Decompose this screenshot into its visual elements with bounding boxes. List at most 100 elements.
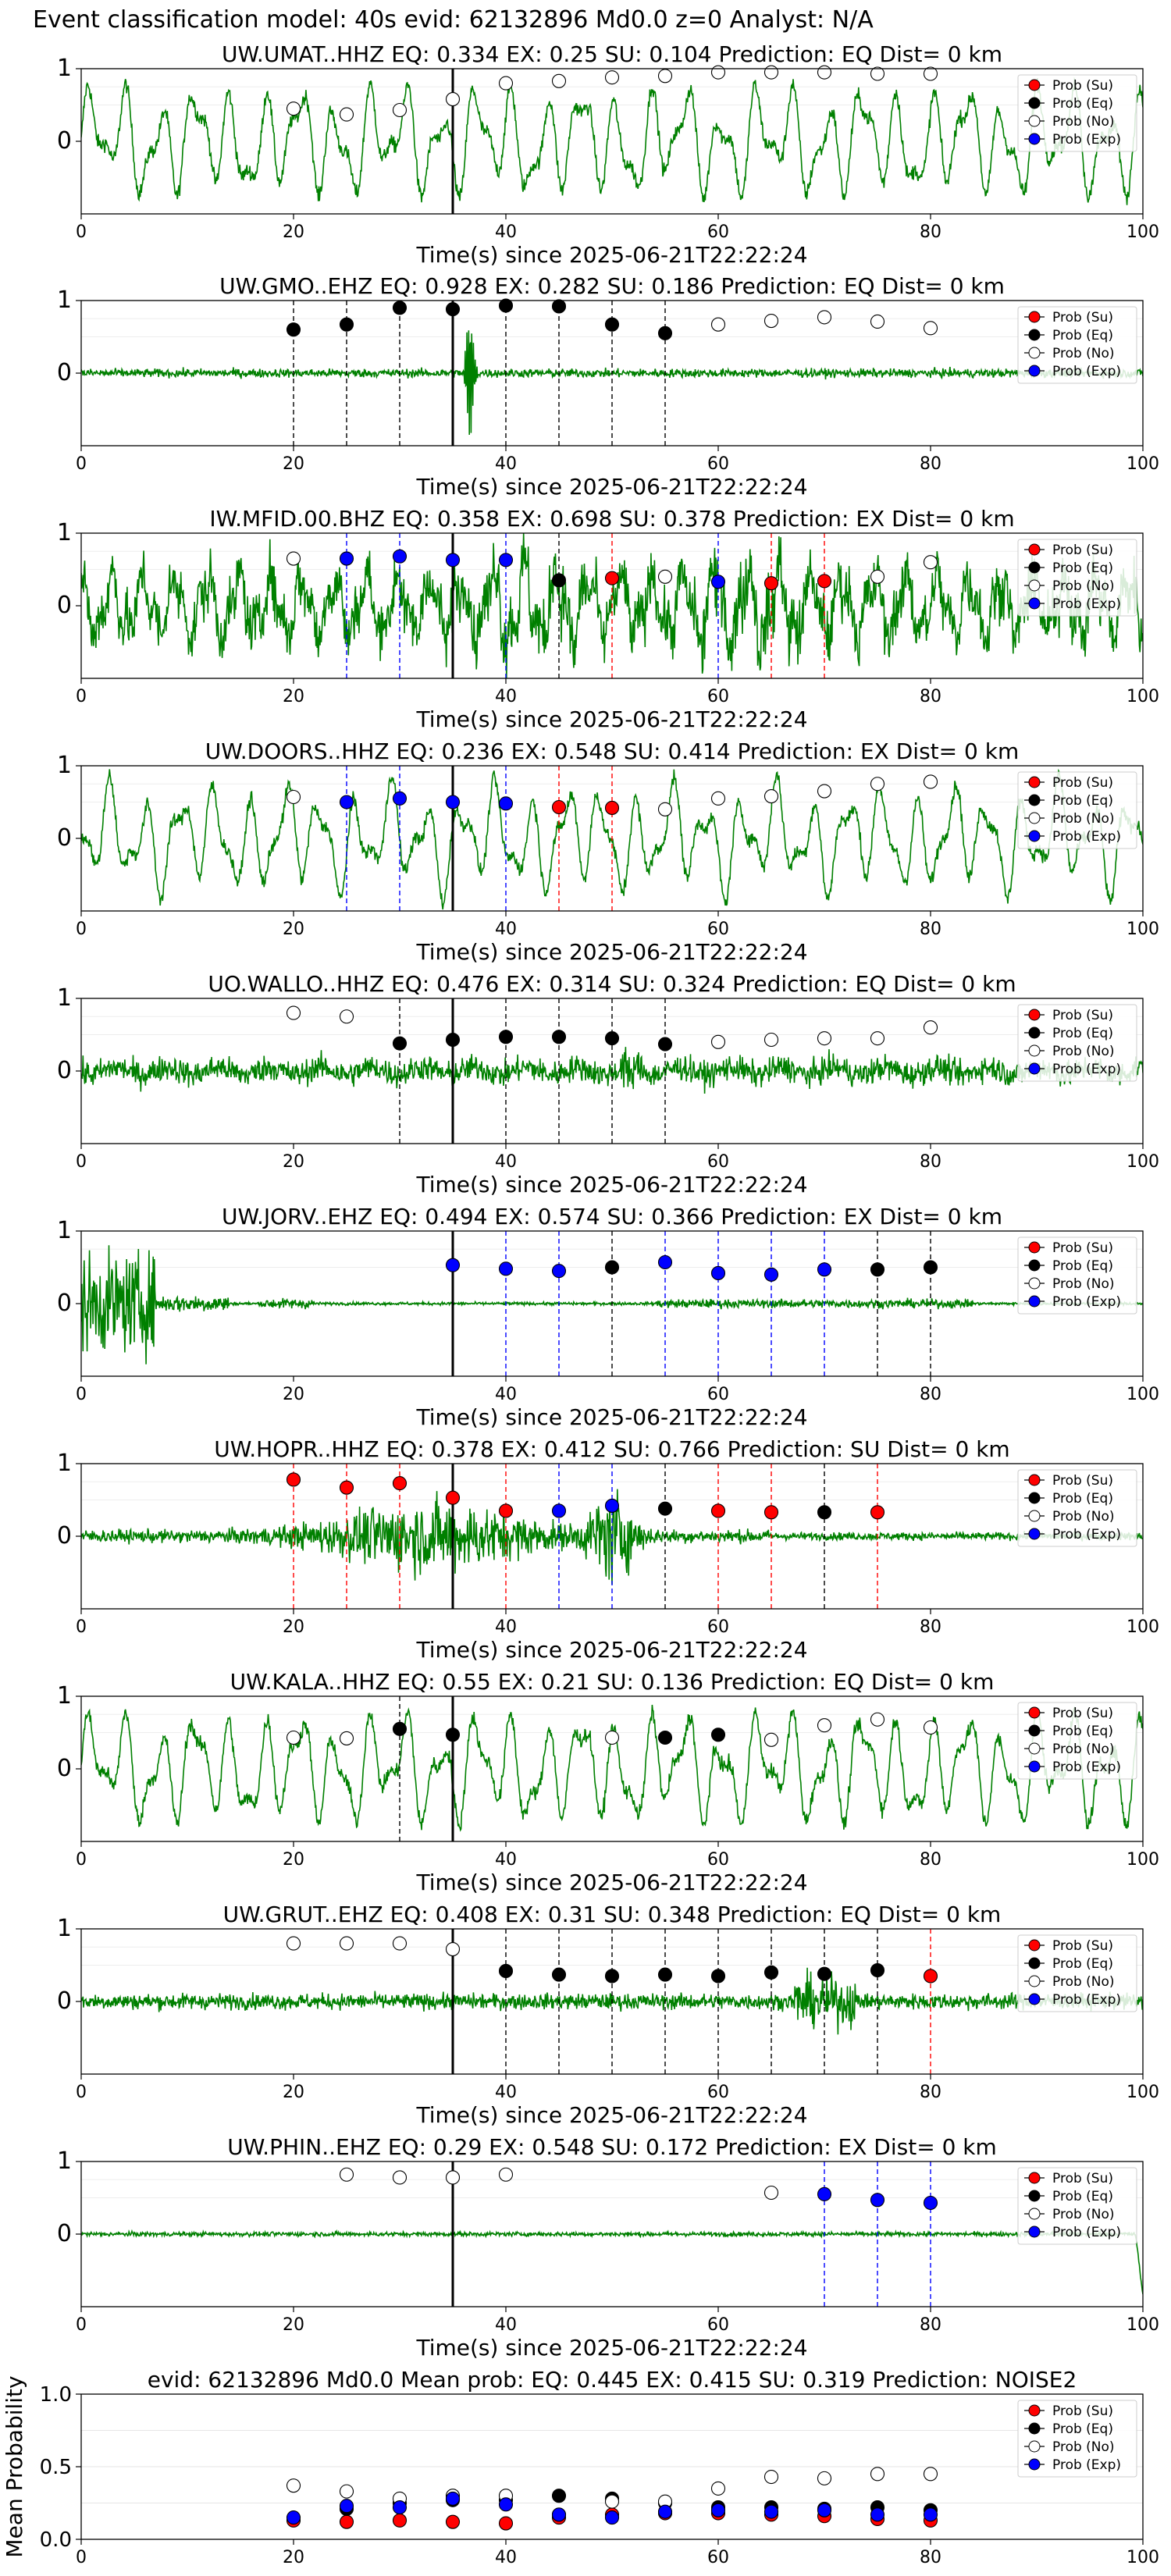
panel-title: UW.KALA..HHZ EQ: 0.55 EX: 0.21 SU: 0.136…	[230, 1669, 995, 1695]
prob-marker-eq	[551, 1030, 567, 1044]
x-tick-label: 80	[920, 1385, 941, 1404]
x-tick-label: 40	[495, 2315, 517, 2335]
legend-label-exp: Prob (Exp)	[1052, 364, 1121, 379]
legend-marker-no	[1028, 347, 1041, 359]
x-tick-label: 0	[76, 687, 87, 706]
prob-marker-exp	[923, 2507, 938, 2522]
prob-marker-no	[817, 1031, 832, 1046]
x-tick-label: 0	[76, 2083, 87, 2102]
legend-label-eq: Prob (Eq)	[1052, 96, 1113, 112]
prob-marker-eq	[551, 2489, 567, 2503]
prob-marker-no	[286, 1936, 301, 1951]
prob-marker-no	[870, 569, 885, 584]
prob-marker-su	[604, 571, 620, 585]
x-tick-label: 60	[707, 1152, 729, 1172]
x-tick-label: 100	[1127, 1152, 1159, 1172]
prob-marker-no	[657, 802, 673, 817]
legend-marker-su	[1028, 543, 1041, 556]
prob-marker-no	[923, 774, 938, 789]
prob-marker-no	[710, 2481, 726, 2496]
x-tick-label: 80	[920, 2548, 941, 2567]
panel-title: UW.GRUT..EHZ EQ: 0.408 EX: 0.31 SU: 0.34…	[223, 1902, 1002, 1927]
prob-marker-no	[710, 65, 726, 80]
panel-title: UW.HOPR..HHZ EQ: 0.378 EX: 0.412 SU: 0.7…	[214, 1436, 1009, 1462]
legend-label-exp: Prob (Exp)	[1052, 1527, 1121, 1542]
x-tick-label: 40	[495, 222, 517, 242]
x-axis-label: Time(s) since 2025-06-21T22:22:24	[415, 1172, 807, 1197]
prob-marker-no	[870, 66, 885, 81]
prob-marker-eq	[339, 317, 354, 332]
figure-title: Event classification model: 40s evid: 62…	[33, 6, 874, 34]
prob-marker-eq	[498, 1963, 514, 1978]
x-tick-label: 20	[283, 222, 304, 242]
x-tick-label: 0	[76, 454, 87, 474]
y-tick-label: 1.0	[40, 2383, 72, 2407]
prob-marker-exp	[392, 2500, 408, 2515]
legend-marker-eq	[1028, 329, 1041, 341]
prob-marker-eq	[604, 1031, 620, 1046]
x-tick-label: 40	[495, 1385, 517, 1404]
x-tick-label: 0	[76, 2548, 87, 2567]
legend-label-su: Prob (Su)	[1052, 543, 1113, 558]
x-axis-label: Time(s) since 2025-06-21T22:22:24	[415, 2102, 807, 2128]
x-tick-label: 60	[707, 687, 729, 706]
legend-box	[1017, 1469, 1137, 1547]
prob-marker-no	[657, 569, 673, 584]
x-tick-label: 80	[920, 2083, 941, 2102]
prob-marker-exp	[657, 2504, 673, 2519]
legend: Prob (Su) Prob (Eq) Prob (No) Prob (Exp)	[1017, 539, 1137, 617]
legend-label-no: Prob (No)	[1052, 1276, 1115, 1292]
legend-label-eq: Prob (Eq)	[1052, 2421, 1113, 2437]
y-tick-label: 0	[57, 824, 72, 852]
x-tick-label: 20	[283, 2315, 304, 2335]
x-tick-label: 0	[76, 2315, 87, 2335]
prob-marker-eq	[286, 322, 301, 337]
prob-marker-exp	[445, 553, 461, 568]
legend-marker-eq	[1028, 2190, 1041, 2202]
prob-marker-exp	[710, 2503, 726, 2517]
x-tick-label: 60	[707, 454, 729, 474]
y-tick-label: 0.0	[40, 2528, 72, 2552]
legend-label-eq: Prob (Eq)	[1052, 1491, 1113, 1507]
legend-box	[1017, 539, 1137, 617]
prob-marker-no	[445, 2170, 461, 2185]
legend: Prob (Su) Prob (Eq) Prob (No) Prob (Exp)	[1017, 1702, 1137, 1780]
legend-label-eq: Prob (Eq)	[1052, 560, 1113, 576]
x-tick-label: 40	[495, 454, 517, 474]
legend: Prob (Su) Prob (Eq) Prob (No) Prob (Exp)	[1017, 1469, 1137, 1547]
prob-marker-no	[286, 1730, 301, 1745]
x-tick-label: 80	[920, 920, 941, 939]
legend-marker-exp	[1028, 1760, 1041, 1773]
legend-label-su: Prob (Su)	[1052, 775, 1113, 791]
prob-marker-eq	[551, 573, 567, 588]
legend-label-su: Prob (Su)	[1052, 78, 1113, 94]
prob-marker-exp	[445, 1258, 461, 1272]
x-tick-label: 40	[495, 1152, 517, 1172]
prob-marker-exp	[710, 575, 726, 589]
legend-label-eq: Prob (Eq)	[1052, 1724, 1113, 1739]
prob-marker-no	[763, 2185, 779, 2201]
legend-marker-su	[1028, 1474, 1041, 1486]
prob-marker-su	[498, 1503, 514, 1518]
y-tick-label: 1	[57, 1682, 72, 1710]
panel-title: IW.MFID.00.BHZ EQ: 0.358 EX: 0.698 SU: 0…	[209, 506, 1014, 532]
prob-marker-no	[817, 2471, 832, 2485]
prob-marker-eq	[604, 1260, 620, 1275]
prob-marker-exp	[286, 2510, 301, 2525]
x-axis-label: Time(s) since 2025-06-21T22:22:24	[415, 1637, 807, 1663]
legend-label-su: Prob (Su)	[1052, 1706, 1113, 1721]
legend-label-su: Prob (Su)	[1052, 1008, 1113, 1023]
legend-marker-eq	[1028, 1026, 1041, 1039]
legend-marker-no	[1028, 1044, 1041, 1057]
prob-marker-eq	[657, 1730, 673, 1745]
prob-marker-no	[923, 321, 938, 336]
prob-marker-exp	[498, 553, 514, 568]
x-tick-label: 20	[283, 2083, 304, 2102]
prob-marker-eq	[445, 302, 461, 317]
x-axis-label: Time(s) since 2025-06-21T22:22:24	[415, 2335, 807, 2361]
legend: Prob (Su) Prob (Eq) Prob (No) Prob (Exp)	[1017, 1004, 1137, 1082]
prob-marker-su	[763, 1505, 779, 1520]
prob-marker-no	[817, 310, 832, 325]
prob-marker-su	[498, 2516, 514, 2531]
legend-label-su: Prob (Su)	[1052, 310, 1113, 326]
